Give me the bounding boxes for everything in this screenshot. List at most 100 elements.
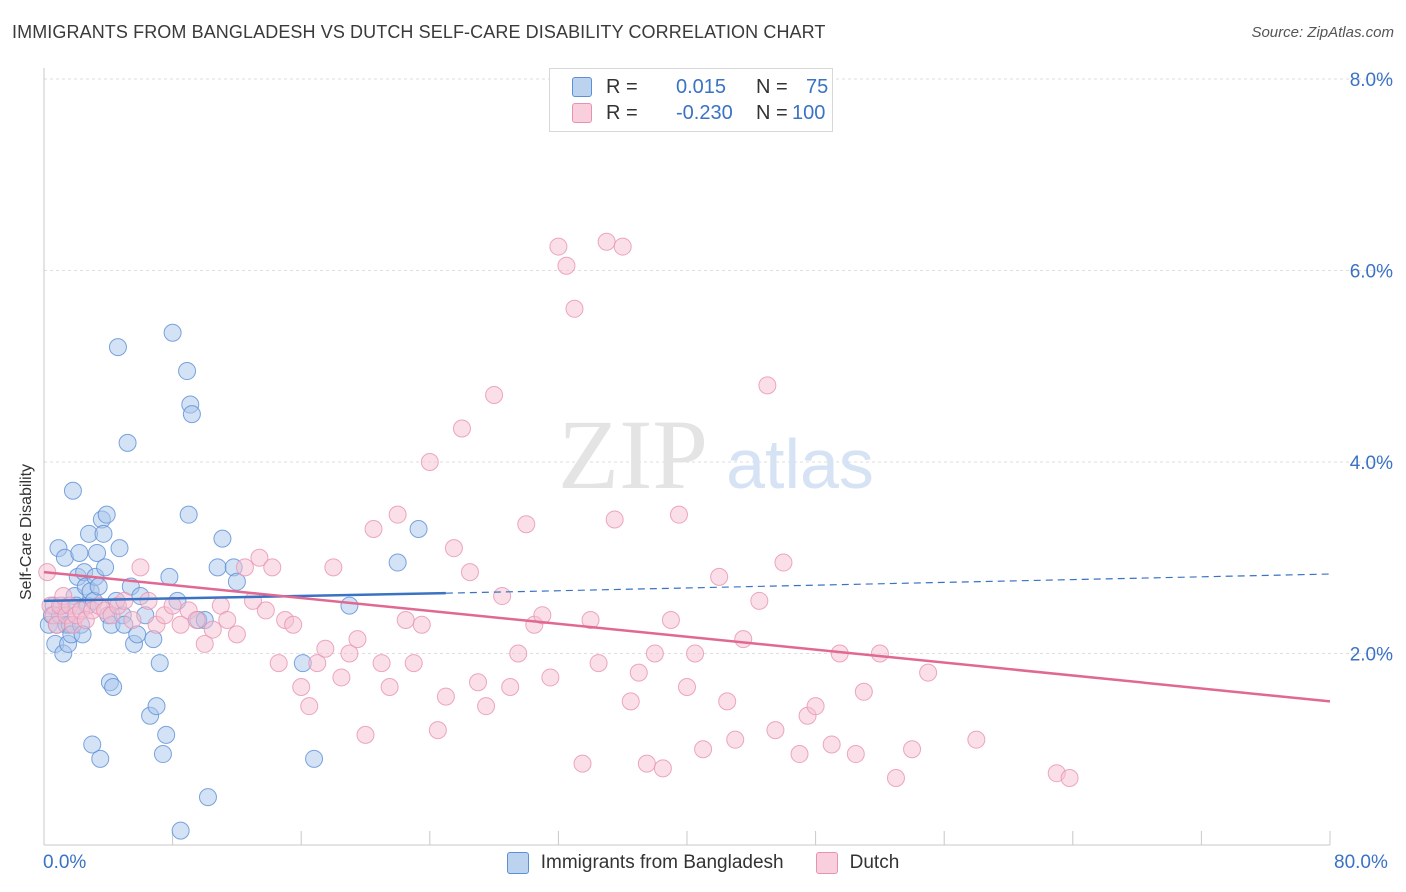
bangladesh-point <box>178 362 197 381</box>
dutch-trend-line <box>43 570 1331 703</box>
x-tick-min: 0.0% <box>43 852 87 873</box>
dutch-point <box>469 673 488 692</box>
bangladesh-point <box>150 654 169 673</box>
legend-row-bangladesh: R = 0.015 N = 75 <box>572 75 828 99</box>
dutch-point <box>348 630 367 649</box>
dutch-point <box>412 615 431 634</box>
bangladesh-point <box>208 558 227 577</box>
legend-r-label: R = <box>606 101 638 124</box>
dutch-point <box>822 735 841 754</box>
dutch-point <box>485 385 504 404</box>
dutch-point <box>557 256 576 275</box>
legend-r-value: -0.230 <box>676 101 733 124</box>
dutch-point <box>669 505 688 524</box>
legend-swatch-blue <box>572 77 592 97</box>
bangladesh-point <box>182 405 201 424</box>
dutch-point <box>621 692 640 711</box>
dutch-point <box>404 654 423 673</box>
bangladesh-point <box>63 481 82 500</box>
dutch-point <box>678 678 696 697</box>
bangladesh-point <box>91 749 110 768</box>
dutch-point <box>661 610 680 629</box>
dutch-point <box>903 740 922 759</box>
legend-n-label: N = <box>756 75 788 98</box>
dutch-point <box>758 376 777 395</box>
dutch-point <box>340 644 359 663</box>
dutch-point <box>420 453 439 471</box>
bangladesh-point <box>340 596 359 615</box>
bangladesh-trend-line <box>43 591 446 603</box>
correlation-legend: R = 0.015 N = 75 R = -0.230 N = 100 <box>549 68 833 132</box>
dutch-point <box>613 237 632 256</box>
legend-n-value: 75 <box>806 75 829 98</box>
dutch-point <box>605 510 624 529</box>
dutch-point <box>284 615 303 634</box>
bangladesh-point <box>70 543 89 562</box>
dutch-point <box>1060 768 1079 787</box>
bangladesh-point <box>94 524 113 543</box>
dutch-point <box>653 759 672 778</box>
legend-n-value: 100 <box>792 101 826 124</box>
dutch-point <box>589 654 608 673</box>
source-credit: Source: ZipAtlas.com <box>1251 24 1394 41</box>
dutch-point <box>428 721 447 740</box>
dutch-point <box>629 663 648 682</box>
dutch-point <box>718 692 737 711</box>
dutch-point <box>686 644 705 663</box>
dutch-point <box>581 610 600 629</box>
dutch-point <box>364 520 383 539</box>
bangladesh-point <box>157 725 176 744</box>
dutch-point <box>846 745 865 764</box>
dutch-point <box>195 634 214 653</box>
legend-n-label: N = <box>756 101 788 124</box>
bangladesh-point <box>227 572 246 591</box>
dutch-point <box>227 625 246 644</box>
bangladesh-point <box>96 558 115 577</box>
dutch-point <box>790 745 809 764</box>
bangladesh-point <box>171 821 190 840</box>
y-tick-label: 8.0% <box>1350 70 1393 91</box>
bangladesh-point <box>163 323 182 342</box>
bangladesh-point <box>179 505 198 524</box>
y-tick-label: 4.0% <box>1350 453 1393 474</box>
dutch-point <box>694 740 713 759</box>
bangladesh-point <box>198 788 217 807</box>
watermark-zip: ZIP <box>558 399 708 510</box>
y-tick-label: 2.0% <box>1350 645 1393 666</box>
bangladesh-point <box>388 553 407 572</box>
bangladesh-point <box>213 529 232 548</box>
dutch-point <box>734 630 753 649</box>
bangladesh-point <box>88 543 107 562</box>
dutch-point <box>444 539 463 558</box>
dutch-point <box>139 591 158 610</box>
dutch-point <box>396 610 415 629</box>
legend-swatch-pink <box>815 852 838 874</box>
legend-item-dutch: Dutch <box>815 852 899 874</box>
dutch-point <box>774 553 793 572</box>
dutch-point <box>460 563 479 582</box>
legend-label: Immigrants from Bangladesh <box>540 852 784 873</box>
dutch-point <box>292 678 311 697</box>
dutch-point <box>324 558 343 577</box>
bangladesh-point <box>409 520 428 539</box>
dutch-point <box>501 678 520 697</box>
dutch-point <box>517 515 536 534</box>
legend-swatch-pink <box>572 103 592 123</box>
bangladesh-point <box>118 433 137 452</box>
dutch-point <box>919 663 938 682</box>
dutch-point <box>332 668 351 687</box>
dutch-point <box>263 558 282 577</box>
bangladesh-point <box>97 505 116 524</box>
bangladesh-point <box>110 539 129 558</box>
dutch-point <box>250 548 269 567</box>
dutch-point <box>218 610 237 629</box>
dutch-point <box>549 237 568 256</box>
dutch-point <box>203 620 222 639</box>
dutch-point <box>854 682 873 701</box>
dutch-point <box>533 606 552 625</box>
dutch-point <box>541 668 560 687</box>
dutch-point <box>870 644 889 663</box>
legend-r-value: 0.015 <box>676 75 727 98</box>
bangladesh-point <box>153 745 172 764</box>
dutch-point <box>806 697 825 716</box>
